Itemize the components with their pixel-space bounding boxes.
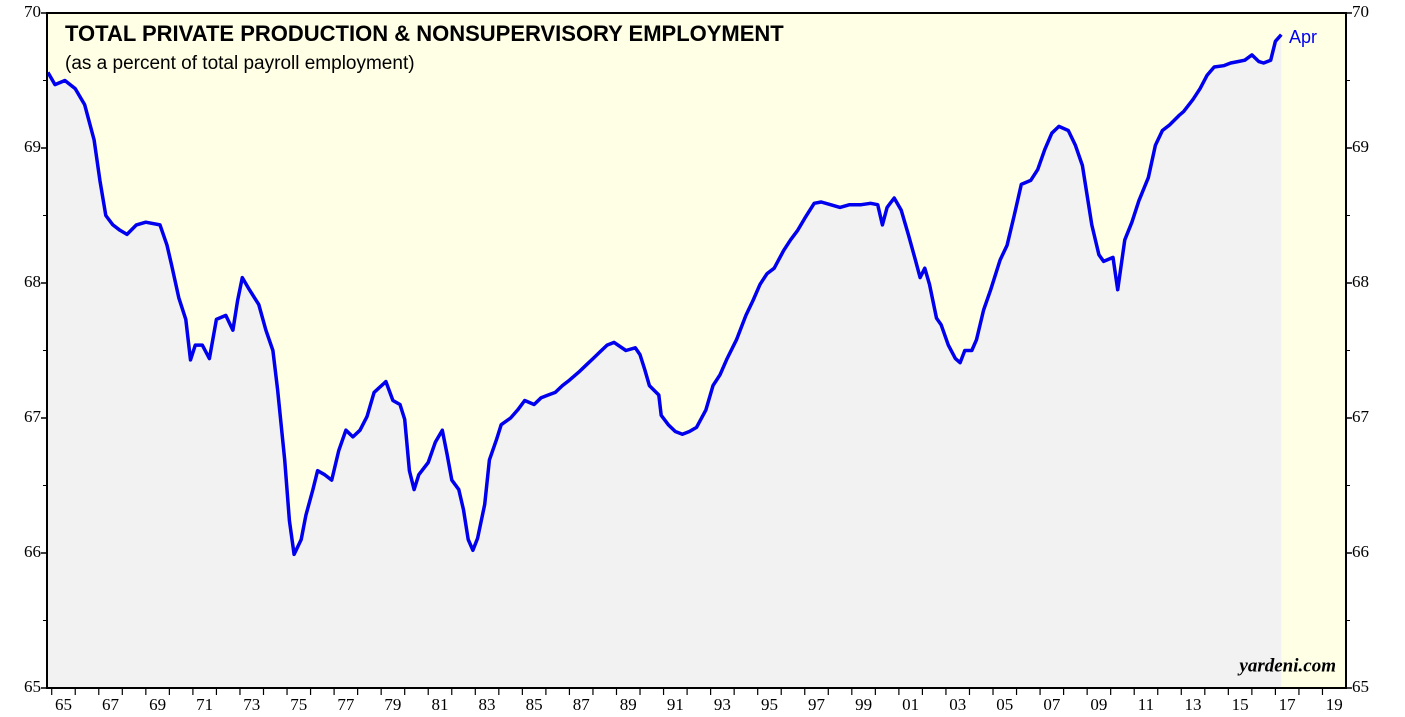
y-tick-label: 68 — [24, 272, 41, 291]
y2-tick-label: 70 — [1352, 2, 1369, 21]
y2-tick-label: 68 — [1352, 272, 1369, 291]
x-tick-label: 87 — [573, 695, 591, 714]
x-tick-label: 65 — [55, 695, 72, 714]
x-tick-label: 71 — [196, 695, 213, 714]
x-tick-label: 67 — [102, 695, 120, 714]
y-tick-label: 69 — [24, 137, 41, 156]
x-tick-label: 81 — [431, 695, 448, 714]
y2-tick-label: 65 — [1352, 677, 1369, 696]
x-tick-label: 91 — [667, 695, 684, 714]
y2-tick-label: 69 — [1352, 137, 1369, 156]
x-tick-label: 13 — [1185, 695, 1202, 714]
y-tick-label: 65 — [24, 677, 41, 696]
source-label: yardeni.com — [1237, 655, 1336, 676]
x-tick-label: 03 — [949, 695, 966, 714]
x-tick-label: 95 — [761, 695, 778, 714]
y-tick-label: 66 — [24, 542, 41, 561]
x-tick-label: 17 — [1279, 695, 1297, 714]
x-tick-label: 85 — [526, 695, 543, 714]
y2-tick-label: 67 — [1352, 407, 1370, 426]
y-tick-label: 70 — [24, 2, 41, 21]
x-tick-label: 93 — [714, 695, 731, 714]
series-line — [46, 33, 1283, 557]
x-tick-label: 97 — [808, 695, 826, 714]
x-tick-label: 77 — [337, 695, 355, 714]
y-tick-label: 67 — [24, 407, 42, 426]
end-annotation: Apr — [1289, 27, 1317, 47]
x-tick-label: 01 — [902, 695, 919, 714]
chart-subtitle: (as a percent of total payroll employmen… — [65, 53, 415, 74]
x-tick-label: 15 — [1232, 695, 1249, 714]
x-tick-label: 83 — [479, 695, 496, 714]
x-tick-label: 07 — [1043, 695, 1061, 714]
y2-tick-label: 66 — [1352, 542, 1369, 561]
chart-title: TOTAL PRIVATE PRODUCTION & NONSUPERVISOR… — [65, 21, 784, 46]
x-tick-label: 99 — [855, 695, 872, 714]
x-tick-label: 75 — [290, 695, 307, 714]
x-tick-label: 73 — [243, 695, 260, 714]
x-tick-label: 69 — [149, 695, 166, 714]
x-tick-label: 11 — [1138, 695, 1154, 714]
x-tick-label: 79 — [384, 695, 401, 714]
area-fill — [47, 34, 1282, 689]
x-tick-label: 89 — [620, 695, 637, 714]
x-tick-label: 05 — [996, 695, 1013, 714]
x-tick-label: 09 — [1090, 695, 1107, 714]
x-tick-label: 19 — [1326, 695, 1343, 714]
